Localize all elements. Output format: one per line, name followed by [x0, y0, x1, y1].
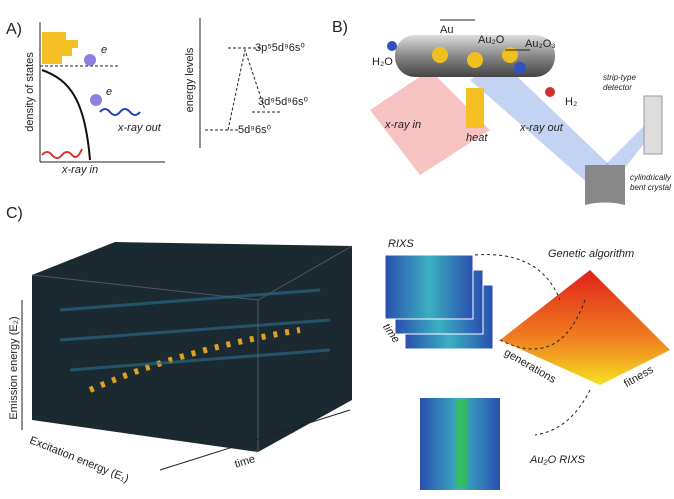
crystal [585, 165, 625, 205]
electron-label: e [106, 86, 112, 98]
molecule [545, 87, 555, 97]
genetic-label: Genetic algorithm [548, 248, 634, 260]
xray-out-wave [100, 109, 140, 115]
particle [502, 47, 518, 63]
electron-label: e [101, 44, 107, 56]
xray-in-label: x-ray in [384, 119, 421, 131]
rixs-label: RIXS [388, 238, 414, 250]
species-label: Au [440, 24, 453, 36]
figure: A) e e x-ray out x-ray in density of sta… [0, 0, 674, 499]
xray-out-label: x-ray out [519, 122, 564, 134]
panel-b: B) Au Au₂O Au₂O₃ H₂O H₂ x-ray in heat x-… [332, 19, 672, 205]
species-label: Au₂O₃ [525, 38, 556, 50]
crystal-label: bent crystal [630, 183, 671, 192]
particle [432, 47, 448, 63]
au2o-rixs-label: Au₂O RIXS [529, 454, 586, 466]
transition [228, 50, 265, 130]
panel-a: A) e e x-ray out x-ray in density of sta… [6, 18, 309, 176]
heater [466, 88, 484, 128]
particle [514, 62, 526, 74]
axis-label: time [233, 453, 256, 471]
xray-out-label: x-ray out [117, 122, 162, 134]
detector-label: detector [603, 83, 632, 92]
dos-fill [42, 32, 78, 64]
heat-label: heat [466, 132, 488, 144]
electron [84, 54, 96, 66]
species-label: H₂O [372, 56, 393, 68]
electron [90, 94, 102, 106]
axis-label: density of states [24, 52, 36, 132]
rixs-frame [385, 255, 473, 319]
panel-label: B) [332, 19, 348, 36]
dos-curve [42, 70, 90, 160]
panel-label: A) [6, 21, 22, 38]
molecule [387, 41, 397, 51]
panel-c: C) Emission energy (E₂) Excitation energ… [6, 205, 670, 490]
level-label: 3p⁵5d⁹6s⁰ [255, 42, 305, 54]
xray-in-wave [42, 149, 82, 158]
species-label: H₂ [565, 96, 577, 108]
panel-label: C) [6, 205, 23, 222]
level-label: 3d⁹5d⁹6s⁰ [258, 96, 309, 108]
detector [644, 96, 662, 154]
crystal-label: cylindrically [630, 173, 672, 182]
axis-label: Excitation energy (E₁) [28, 434, 131, 485]
au2o-rixs-peak [455, 400, 467, 488]
axis-label: energy levels [184, 47, 196, 112]
xray-in-label: x-ray in [61, 164, 98, 176]
detector-label: strip-type [603, 73, 636, 82]
axis-label: Emission energy (E₂) [8, 316, 20, 419]
species-label: Au₂O [478, 34, 505, 46]
particle [467, 52, 483, 68]
level-label: 5d⁹6s⁰ [238, 124, 272, 136]
